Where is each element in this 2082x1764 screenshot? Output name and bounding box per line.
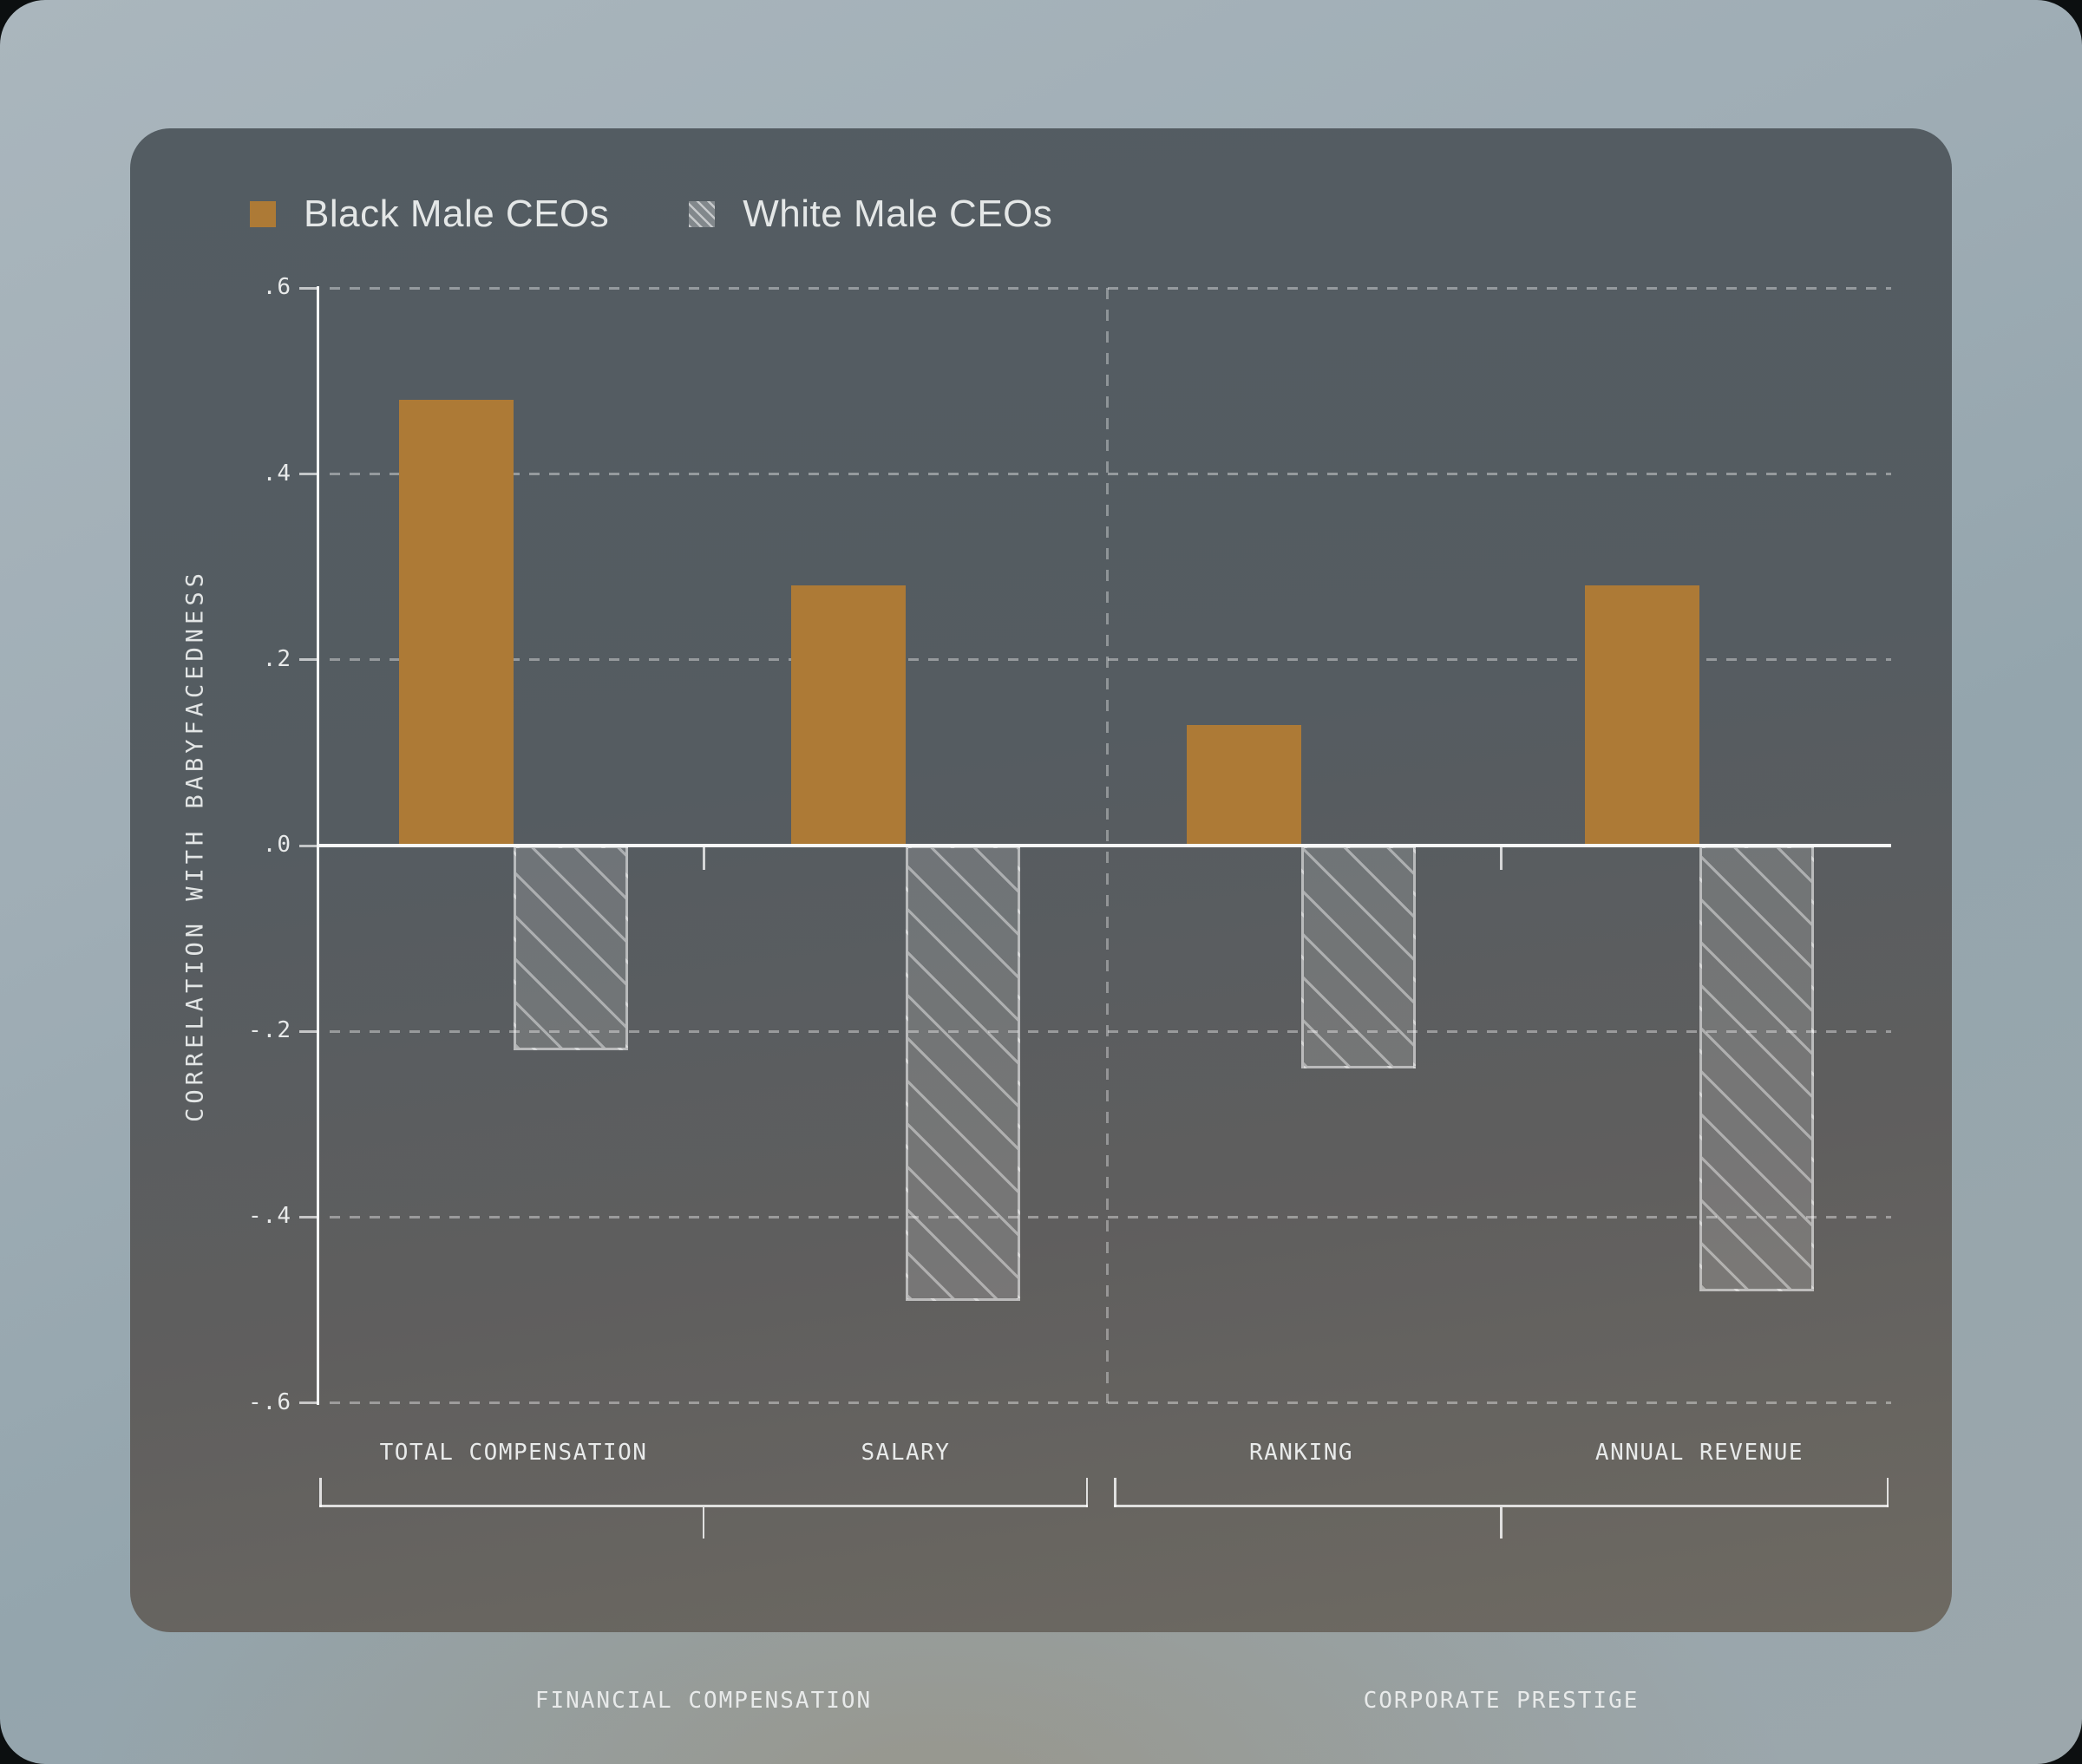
y-tick-mark-1 (299, 473, 318, 476)
bracket-end-right-corporate-prestige (1886, 1478, 1889, 1507)
bar-annual-revenue-white-male-ceos (1699, 846, 1814, 1292)
category-label-total-compensation: TOTAL COMPENSATION (379, 1440, 648, 1466)
bracket-line-financial-compensation (319, 1505, 1088, 1507)
legend-label-white-male-ceos: White Male CEOs (743, 193, 1053, 235)
y-tick-label-4: -.2 (248, 1017, 291, 1044)
y-tick-label-5: -.4 (248, 1203, 291, 1230)
y-tick-label-3: .0 (262, 832, 291, 858)
y-tick-mark-5 (299, 1215, 318, 1218)
gridline-6 (330, 286, 1891, 290)
legend: Black Male CEOs White Male CEOs (250, 193, 1052, 235)
y-tick-label-1: .4 (262, 460, 291, 487)
x-axis-group-tick-financial-compensation (702, 847, 705, 870)
y-tick-label-6: -.6 (248, 1388, 291, 1415)
y-tick-label-2: .2 (262, 645, 291, 672)
y-tick-mark-6 (299, 1401, 318, 1405)
bracket-end-left-corporate-prestige (1114, 1478, 1116, 1507)
legend-item-white-male-ceos: White Male CEOs (689, 193, 1052, 236)
category-label-salary: SALARY (861, 1440, 951, 1466)
legend-swatch-solid-icon (250, 201, 276, 227)
category-label-ranking: RANKING (1248, 1440, 1354, 1466)
bar-ranking-black-male-ceos (1187, 724, 1301, 846)
gridline-neg4 (330, 1215, 1891, 1218)
y-tick-mark-0 (299, 286, 318, 290)
bracket-line-corporate-prestige (1114, 1505, 1889, 1507)
y-tick-label-0: .6 (262, 274, 291, 301)
group-label-corporate-prestige: CORPORATE PRESTIGE (1363, 1688, 1640, 1714)
gridline-2 (330, 658, 1891, 662)
gridline-neg6 (330, 1401, 1891, 1405)
bar-annual-revenue-black-male-ceos (1585, 585, 1699, 846)
chart-card: Black Male CEOs White Male CEOs CORRELAT… (130, 128, 1952, 1714)
bracket-end-right-financial-compensation (1085, 1478, 1088, 1507)
bracket-center-tick-corporate-prestige (1500, 1506, 1503, 1539)
bar-salary-black-male-ceos (791, 585, 906, 846)
bar-total-compensation-black-male-ceos (399, 399, 514, 846)
zero-baseline (317, 844, 1891, 847)
bar-ranking-white-male-ceos (1301, 846, 1416, 1069)
legend-label-black-male-ceos: Black Male CEOs (304, 193, 610, 235)
legend-item-black-male-ceos: Black Male CEOs (250, 193, 609, 236)
bar-chart: CORRELATION WITH BABYFACEDNESS .6.4.2.0-… (130, 128, 1952, 1714)
gridline-4 (330, 473, 1891, 476)
gridline-neg2 (330, 1029, 1891, 1033)
bracket-center-tick-financial-compensation (702, 1506, 705, 1539)
group-label-financial-compensation: FINANCIAL COMPENSATION (534, 1688, 873, 1714)
y-tick-mark-2 (299, 658, 318, 662)
category-label-annual-revenue: ANNUAL REVENUE (1594, 1440, 1804, 1466)
legend-swatch-hatched-icon (689, 201, 716, 227)
y-tick-mark-4 (299, 1029, 318, 1033)
bar-salary-white-male-ceos (906, 846, 1020, 1301)
bar-total-compensation-white-male-ceos (514, 846, 628, 1050)
x-axis-group-tick-corporate-prestige (1500, 847, 1503, 870)
y-tick-mark-3 (299, 844, 318, 847)
bracket-end-left-financial-compensation (319, 1478, 322, 1507)
